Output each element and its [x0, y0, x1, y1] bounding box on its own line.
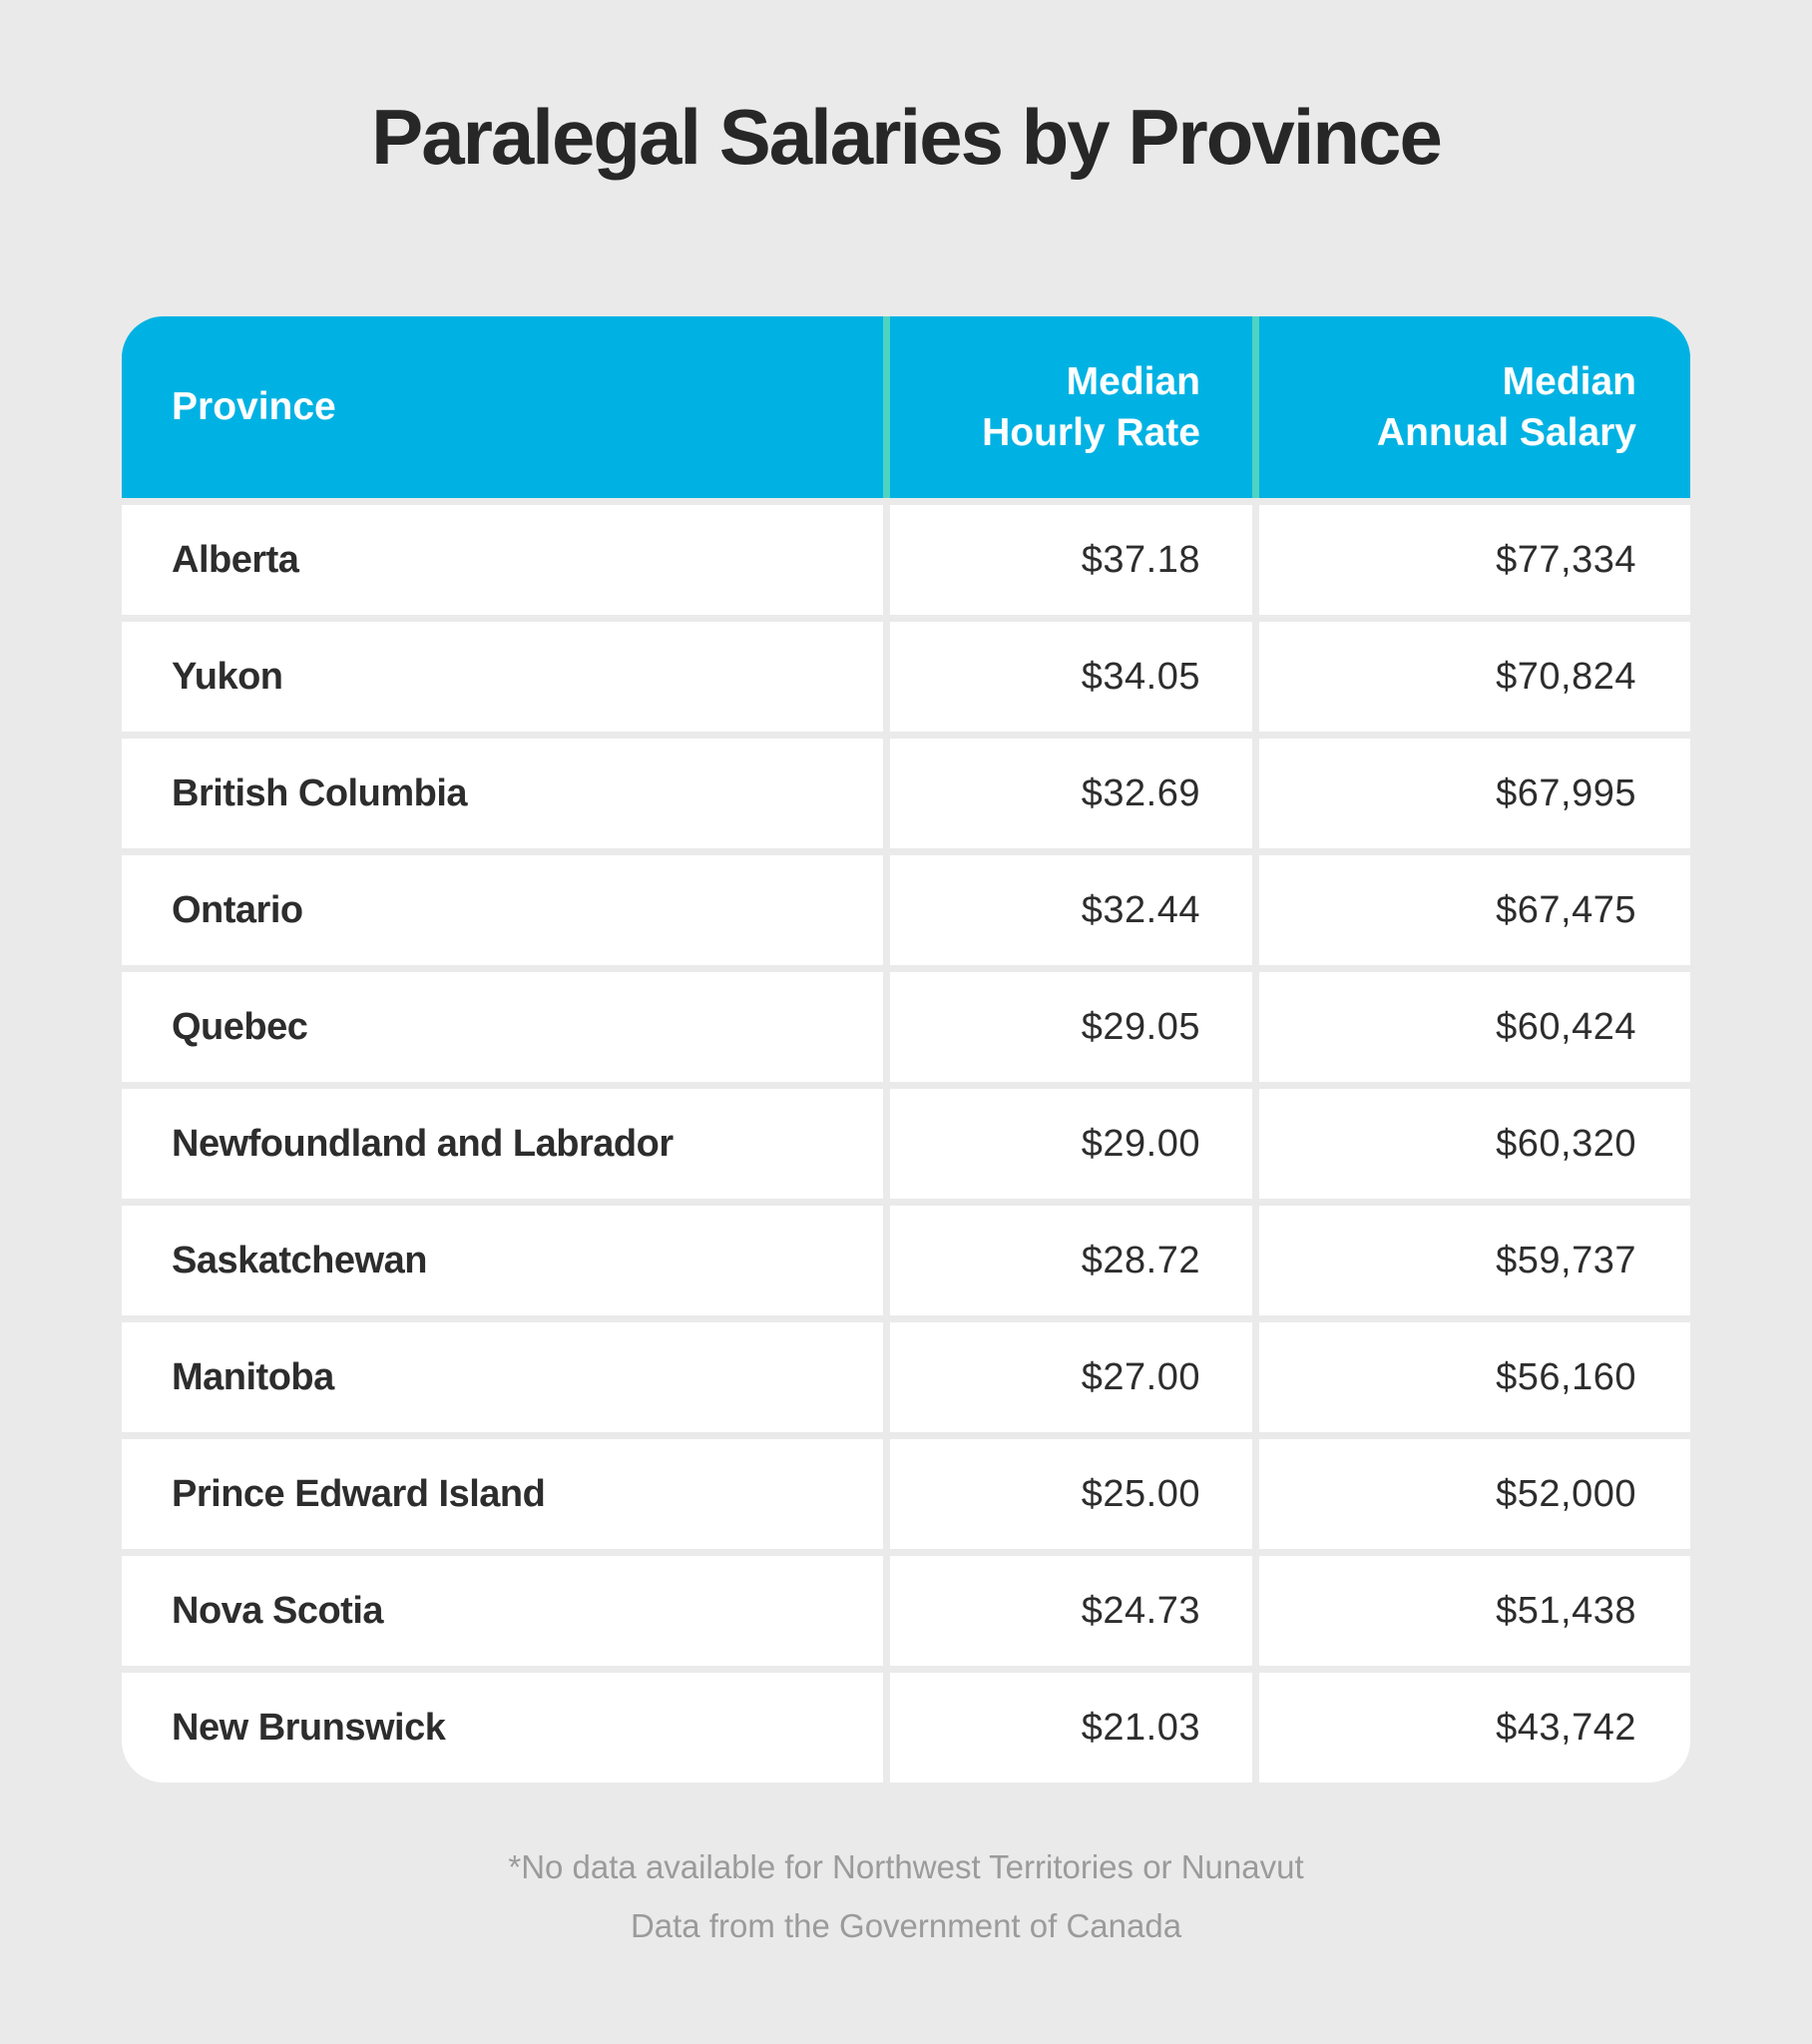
province-cell: Nova Scotia	[122, 1556, 883, 1666]
header-annual-line2: Annual Salary	[1376, 411, 1636, 454]
annual-salary-cell: $59,737	[1259, 1206, 1690, 1315]
header-province-label: Province	[172, 385, 336, 429]
hourly-rate-cell: $29.05	[890, 972, 1252, 1082]
hourly-rate-cell: $24.73	[890, 1556, 1252, 1666]
hourly-rate-cell: $25.00	[890, 1439, 1252, 1549]
table-header-row: Province Median Hourly Rate Median Annua…	[122, 316, 1690, 498]
annual-salary-cell: $60,424	[1259, 972, 1690, 1082]
header-annual-line1: Median	[1502, 359, 1636, 403]
province-cell: Ontario	[122, 855, 883, 965]
table-row-prince-edward-island: Prince Edward Island $25.00 $52,000	[122, 1439, 1690, 1549]
hourly-rate-cell: $27.00	[890, 1322, 1252, 1432]
header-hourly-cell: Median Hourly Rate	[890, 316, 1252, 498]
province-cell: Alberta	[122, 505, 883, 615]
annual-salary-cell: $52,000	[1259, 1439, 1690, 1549]
table-row-saskatchewan: Saskatchewan $28.72 $59,737	[122, 1206, 1690, 1315]
annual-salary-cell: $60,320	[1259, 1089, 1690, 1199]
annual-salary-cell: $70,824	[1259, 622, 1690, 732]
province-cell: Quebec	[122, 972, 883, 1082]
hourly-rate-cell: $29.00	[890, 1089, 1252, 1199]
province-cell: British Columbia	[122, 739, 883, 848]
province-cell: Newfoundland and Labrador	[122, 1089, 883, 1199]
table-row-quebec: Quebec $29.05 $60,424	[122, 972, 1690, 1082]
footnote-source: Data from the Government of Canada	[630, 1907, 1182, 1944]
table-row-newfoundland-and-labrador: Newfoundland and Labrador $29.00 $60,320	[122, 1089, 1690, 1199]
hourly-rate-cell: $37.18	[890, 505, 1252, 615]
header-hourly-line2: Hourly Rate	[982, 411, 1200, 454]
annual-salary-cell: $51,438	[1259, 1556, 1690, 1666]
annual-salary-cell: $77,334	[1259, 505, 1690, 615]
annual-salary-cell: $43,742	[1259, 1673, 1690, 1783]
province-cell: Yukon	[122, 622, 883, 732]
annual-salary-cell: $67,995	[1259, 739, 1690, 848]
province-cell: Saskatchewan	[122, 1206, 883, 1315]
header-hourly-line1: Median	[1066, 359, 1200, 403]
annual-salary-cell: $67,475	[1259, 855, 1690, 965]
province-cell: Prince Edward Island	[122, 1439, 883, 1549]
hourly-rate-cell: $28.72	[890, 1206, 1252, 1315]
footnote-no-data: *No data available for Northwest Territo…	[508, 1848, 1304, 1885]
header-annual-cell: Median Annual Salary	[1259, 316, 1690, 498]
table-row-nova-scotia: Nova Scotia $24.73 $51,438	[122, 1556, 1690, 1666]
table-row-ontario: Ontario $32.44 $67,475	[122, 855, 1690, 965]
page-title: Paralegal Salaries by Province	[371, 93, 1443, 181]
hourly-rate-cell: $32.69	[890, 739, 1252, 848]
table-row-british-columbia: British Columbia $32.69 $67,995	[122, 739, 1690, 848]
table-row-yukon: Yukon $34.05 $70,824	[122, 622, 1690, 732]
hourly-rate-cell: $32.44	[890, 855, 1252, 965]
hourly-rate-cell: $21.03	[890, 1673, 1252, 1783]
hourly-rate-cell: $34.05	[890, 622, 1252, 732]
province-cell: Manitoba	[122, 1322, 883, 1432]
table-row-new-brunswick: New Brunswick $21.03 $43,742	[122, 1673, 1690, 1783]
table-row-manitoba: Manitoba $27.00 $56,160	[122, 1322, 1690, 1432]
annual-salary-cell: $56,160	[1259, 1322, 1690, 1432]
salary-table: Province Median Hourly Rate Median Annua…	[122, 316, 1690, 1783]
footnotes: *No data available for Northwest Territo…	[0, 1848, 1812, 1945]
province-cell: New Brunswick	[122, 1673, 883, 1783]
table-row-alberta: Alberta $37.18 $77,334	[122, 505, 1690, 615]
header-province-cell: Province	[122, 316, 883, 498]
